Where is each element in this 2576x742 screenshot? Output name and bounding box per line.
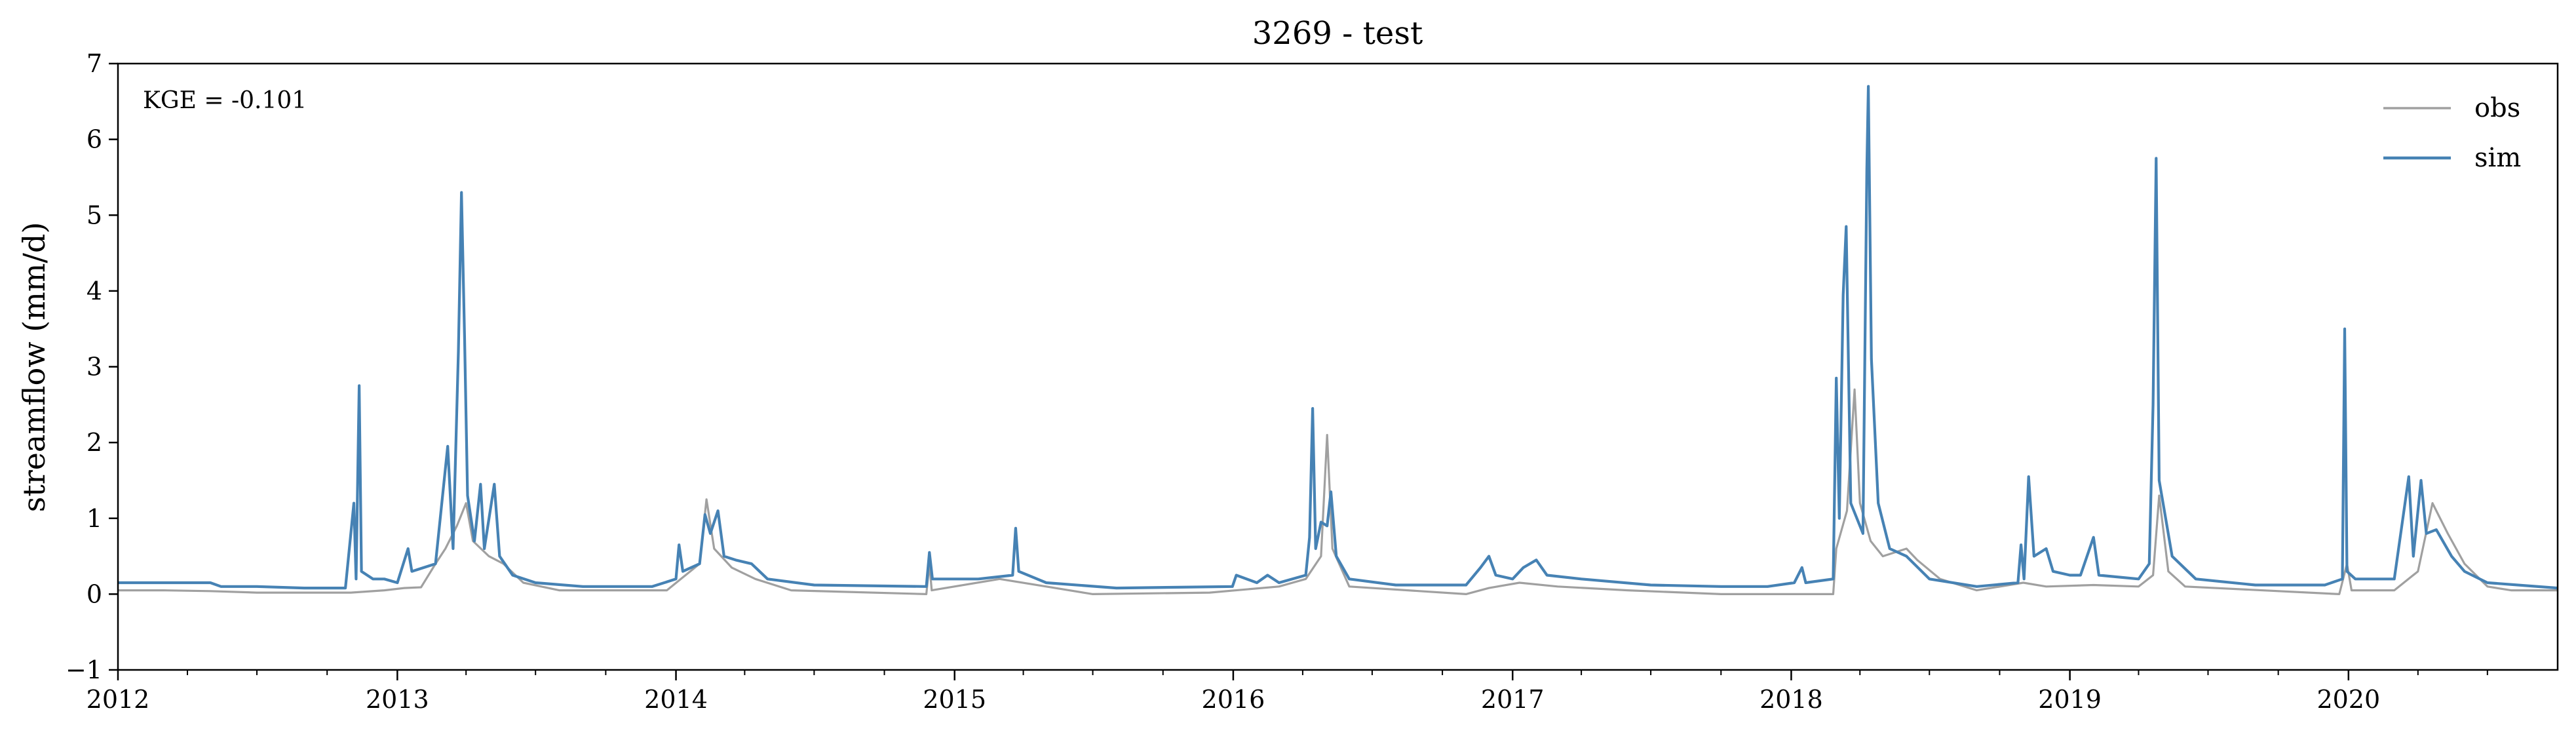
x-tick-label: 2015 (923, 685, 986, 714)
x-tick-label: 2017 (1481, 685, 1545, 714)
x-tick-label: 2019 (2038, 685, 2102, 714)
y-tick-label: 1 (87, 504, 102, 533)
plot-area (118, 85, 2558, 595)
x-tick-label: 2012 (87, 685, 150, 714)
y-tick-label: 4 (87, 277, 102, 305)
series-line-sim (118, 85, 2558, 590)
x-tick-label: 2013 (366, 685, 429, 714)
y-tick-label: 6 (87, 125, 102, 154)
y-tick-label: 5 (87, 201, 102, 229)
legend: obs sim (2383, 93, 2521, 173)
y-tick-label: 7 (87, 49, 102, 78)
x-tick-label: 2020 (2316, 685, 2380, 714)
chart-title: 3269 - test (1252, 15, 1423, 52)
series-line-obs (118, 388, 2558, 595)
legend-obs-label: obs (2474, 93, 2520, 123)
x-tick-label: 2016 (1202, 685, 1265, 714)
kge-annotation: KGE = -0.101 (143, 87, 307, 114)
x-tick-label: 2018 (1759, 685, 1823, 714)
y-tick-label: 0 (87, 579, 102, 608)
axes: −1 0 1 2 3 4 5 6 7 2012 2013 2014 2015 2016 2017 2018 20… (66, 49, 2559, 714)
y-tick-label: −1 (66, 655, 102, 684)
legend-sim-label: sim (2474, 143, 2521, 173)
y-tick-label: 2 (87, 428, 102, 457)
y-tick-label: 3 (87, 353, 102, 381)
x-tick-label: 2014 (644, 685, 708, 714)
y-axis-label: streamflow (mm/d) (16, 222, 52, 513)
